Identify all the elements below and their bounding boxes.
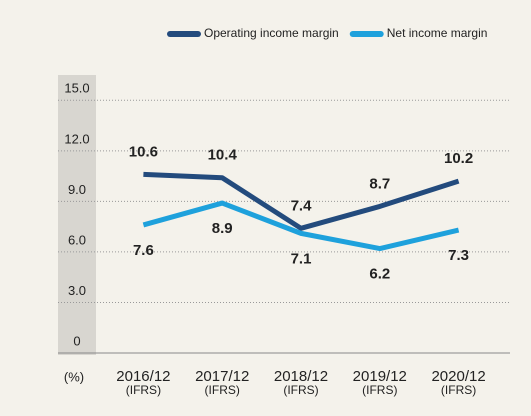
data-label: 8.7	[369, 175, 390, 192]
data-label: 10.4	[208, 147, 238, 164]
y-tick-label: 12.0	[64, 131, 89, 146]
x-tick-note: (IFRS)	[362, 383, 397, 397]
y-tick-label: 3.0	[68, 283, 86, 298]
y-tick-label: 0	[73, 333, 80, 348]
legend-label: Net income margin	[387, 26, 488, 40]
y-tick-label: 15.0	[64, 81, 89, 96]
data-label: 8.9	[212, 220, 233, 237]
series-line	[143, 171, 460, 231]
data-label: 10.6	[129, 143, 158, 160]
x-tick-note: (IFRS)	[441, 383, 476, 397]
y-tick-label: 6.0	[68, 232, 86, 247]
data-label: 7.6	[133, 242, 154, 259]
x-tick-label: 2016/12	[116, 368, 170, 385]
data-label: 7.4	[291, 197, 313, 214]
x-tick-label: 2020/12	[431, 368, 485, 385]
x-tick-label: 2019/12	[353, 368, 407, 385]
data-label: 10.2	[444, 150, 473, 167]
x-tick-note: (IFRS)	[205, 383, 240, 397]
legend-label: Operating income margin	[204, 26, 339, 40]
y-tick-label: 9.0	[68, 182, 86, 197]
x-tick-label: 2018/12	[274, 368, 328, 385]
axis-band	[58, 75, 96, 355]
data-label: 7.1	[291, 250, 312, 267]
y-unit: (%)	[64, 369, 84, 384]
data-label: 6.2	[369, 266, 390, 283]
x-tick-note: (IFRS)	[126, 383, 161, 397]
series-line	[142, 200, 460, 252]
data-label: 7.3	[448, 247, 469, 264]
x-tick-note: (IFRS)	[283, 383, 318, 397]
x-tick-label: 2017/12	[195, 368, 249, 385]
